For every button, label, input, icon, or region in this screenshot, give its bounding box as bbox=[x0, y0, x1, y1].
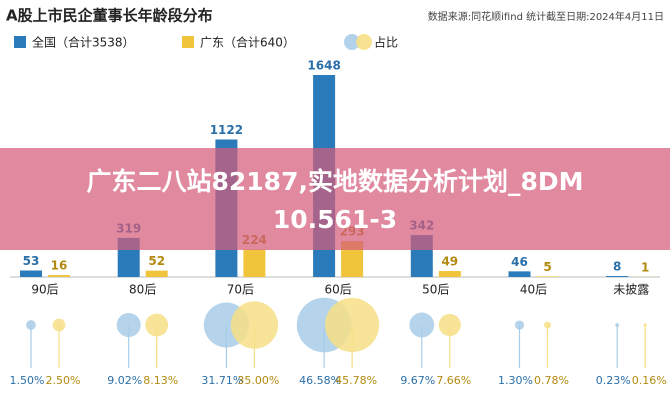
bar bbox=[20, 270, 42, 277]
bubble-label: 35.00% bbox=[237, 374, 279, 387]
bubble bbox=[615, 323, 620, 327]
source-note: 数据来源:同花顺ifind 统计截至日期:2024年4月11日 bbox=[428, 10, 664, 23]
bubble bbox=[145, 313, 169, 337]
chart-title: A股上市民企董事长年龄段分布 bbox=[6, 7, 213, 25]
bar-value-label: 53 bbox=[23, 254, 40, 268]
banner-text: 广东二八站82187,实地数据分析计划_8DM bbox=[87, 167, 584, 196]
x-tick-label: 80后 bbox=[129, 283, 156, 297]
bar-value-label: 46 bbox=[511, 255, 528, 269]
bubble-label: 0.16% bbox=[632, 374, 667, 387]
bubble bbox=[26, 320, 36, 330]
legend-swatch bbox=[182, 36, 194, 48]
bubble-label: 46.58% bbox=[299, 374, 341, 387]
bar-value-label: 1648 bbox=[307, 59, 340, 73]
x-tick-label: 70后 bbox=[227, 283, 254, 297]
bubble bbox=[643, 323, 647, 327]
bar-value-label: 1 bbox=[641, 260, 649, 274]
bar bbox=[145, 270, 168, 277]
bar-value-label: 49 bbox=[441, 254, 458, 268]
bar bbox=[438, 270, 461, 277]
bubble-label: 45.78% bbox=[335, 374, 377, 387]
bar bbox=[341, 241, 364, 277]
x-tick-label: 未披露 bbox=[613, 283, 649, 297]
legend-label: 全国（合计3538） bbox=[32, 35, 135, 50]
bubble-label: 0.23% bbox=[596, 374, 631, 387]
bubble bbox=[514, 320, 525, 330]
bubble-label: 1.50% bbox=[10, 374, 45, 387]
bar-value-label: 8 bbox=[613, 260, 621, 274]
bubble-label: 0.78% bbox=[534, 374, 569, 387]
banner bbox=[0, 148, 670, 250]
bubble-label: 1.30% bbox=[498, 374, 533, 387]
bubble-label: 9.67% bbox=[400, 374, 435, 387]
bar bbox=[243, 249, 266, 277]
bubble bbox=[52, 318, 66, 332]
bar-value-label: 1122 bbox=[210, 123, 243, 137]
bubble-label: 2.50% bbox=[46, 374, 81, 387]
legend-swatch bbox=[14, 36, 26, 48]
banner-text: 10.561-3 bbox=[273, 205, 397, 234]
bar bbox=[48, 275, 70, 277]
legend-bubble bbox=[356, 34, 372, 50]
bar bbox=[536, 276, 559, 277]
bar bbox=[606, 276, 629, 277]
legend-label: 广东（合计640） bbox=[200, 35, 295, 50]
bubble bbox=[116, 312, 141, 338]
bar-value-label: 52 bbox=[148, 254, 165, 268]
bubble bbox=[325, 297, 380, 353]
bar-value-label: 5 bbox=[543, 260, 551, 274]
x-tick-label: 40后 bbox=[520, 283, 547, 297]
legend-label: 占比 bbox=[374, 35, 398, 50]
bubble bbox=[409, 312, 435, 338]
legend-bubble bbox=[344, 34, 360, 50]
x-tick-label: 60后 bbox=[324, 283, 351, 297]
bar bbox=[508, 271, 531, 277]
bubble bbox=[438, 313, 461, 337]
bubble-label: 9.02% bbox=[107, 374, 142, 387]
bubble-label: 31.71% bbox=[201, 374, 243, 387]
bubble bbox=[543, 321, 552, 329]
bar-value-label: 16 bbox=[51, 259, 68, 273]
bubble-label: 8.13% bbox=[143, 374, 178, 387]
x-tick-label: 90后 bbox=[31, 283, 58, 297]
bubble-label: 7.66% bbox=[436, 374, 471, 387]
bubble bbox=[230, 301, 279, 349]
x-tick-label: 50后 bbox=[422, 283, 449, 297]
